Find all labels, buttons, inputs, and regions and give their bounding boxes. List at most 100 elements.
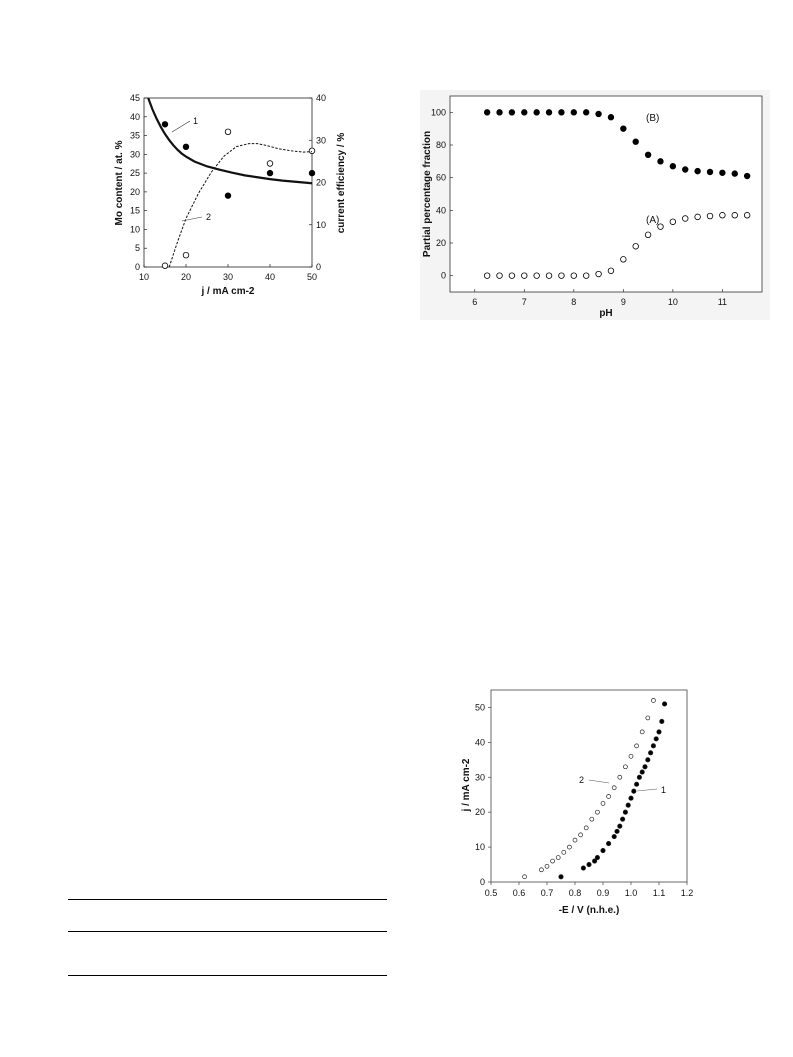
curve-1-point-4	[594, 855, 600, 861]
y-axis-title-2: Partial percentage fraction	[422, 131, 433, 257]
mo-point-3	[266, 169, 274, 177]
x-axis-title-3: -E / V (n.h.e.)	[559, 905, 620, 916]
curve-1-point-1	[580, 865, 586, 871]
curve-2-point-4	[555, 855, 561, 860]
y-tick-label-0: 0	[480, 877, 485, 887]
curve-1-point-19	[645, 757, 651, 763]
curve-2-point-9	[583, 825, 589, 831]
x-axis-title-1: j / mA cm-2	[201, 286, 255, 297]
x-tick-label-4: 0.9	[597, 888, 610, 898]
curve-1-point-16	[636, 774, 642, 780]
mo-point-0	[161, 121, 169, 128]
curve-2-point-5	[561, 849, 567, 855]
curve-2-point-15	[617, 774, 623, 780]
curve-2-point-13	[606, 794, 611, 799]
series-b-point-21	[743, 172, 751, 180]
curve-2-point-21	[651, 698, 656, 703]
efficiency-point-1	[182, 251, 190, 259]
curve-1-point-0	[558, 874, 564, 880]
x-tick-label-5: 1.0	[625, 888, 638, 898]
series-b-point-7	[570, 109, 578, 116]
efficiency-point-3	[266, 160, 274, 167]
curve-1-point-3	[592, 858, 598, 864]
y-tick-label-3: 15	[130, 206, 140, 216]
y2-tick-label-4: 40	[316, 93, 326, 103]
curve-2-point-0	[522, 874, 527, 880]
y-tick-label-2: 40	[436, 205, 446, 215]
plot-frame-3	[490, 689, 688, 883]
x-tick-label-0: 10	[139, 272, 149, 282]
curve-1-point-24	[659, 718, 665, 724]
x-tick-label-1: 20	[181, 272, 191, 282]
curve-2-point-19	[639, 729, 645, 735]
curve-1-point-22	[653, 736, 659, 742]
curve-2-point-14	[611, 785, 617, 791]
chart-polarization: 0 10 20 30 40 50 0.5 0.6 0.7 0.8 0.9 1.0 1.1 1.2 -E …	[461, 689, 694, 916]
y2-axis-title-1: current efficiency / %	[336, 133, 347, 234]
y-tick-label-1: 5	[135, 243, 140, 253]
curve-1-point-18	[642, 764, 648, 770]
series-b-point-18	[706, 168, 714, 176]
curve-2-point-8	[578, 832, 583, 838]
x-tick-label-4: 50	[307, 272, 317, 282]
y-axis-title-1: Mo content / at. %	[114, 140, 125, 225]
x-tick-label-2: 30	[223, 272, 233, 282]
curve-1-point-5	[600, 848, 606, 854]
table-rule-middle	[68, 931, 387, 932]
plot-frame-1	[143, 97, 313, 268]
curve-1-point-7	[611, 834, 617, 840]
series-a-point-14	[657, 223, 664, 230]
curve-1-point-2	[586, 861, 592, 868]
curve-1-point-13	[628, 795, 634, 801]
curve-1-point-10	[620, 816, 626, 822]
series-a-point-15	[669, 218, 677, 225]
y-tick-label-1: 20	[436, 238, 446, 248]
curve-2-point-12	[600, 801, 606, 806]
annotation-1: 1	[193, 116, 198, 126]
mo-point-1	[182, 143, 190, 151]
y-tick-label-0: 0	[441, 271, 446, 281]
x-tick-label-3: 40	[265, 272, 275, 282]
series-label-b: (B)	[646, 113, 659, 124]
series-a-point-3	[521, 272, 528, 279]
curve-2-point-1	[539, 867, 544, 873]
fit-curve-2	[168, 143, 312, 267]
series-b-point-3	[521, 109, 528, 116]
plot-frame-2	[449, 95, 763, 293]
series-b-point-12	[632, 138, 639, 145]
y2-tick-label-2: 20	[316, 178, 326, 188]
x-tick-label-7: 1.2	[681, 888, 694, 898]
y-tick-label-3: 30	[475, 772, 485, 782]
series-b-point-1	[496, 109, 503, 116]
y-tick-label-4: 20	[130, 187, 140, 197]
x-tick-label-5: 11	[718, 297, 727, 307]
x-axis-title-2: pH	[599, 308, 612, 319]
series-b-point-9	[595, 110, 602, 118]
series-b-point-16	[682, 166, 689, 173]
series-b-point-20	[731, 170, 738, 177]
y-tick-label-4: 40	[475, 737, 485, 747]
chart-partial-fraction: 0 20 40 60 80 100 6 7 8 9 10 11 pH Partial percent…	[420, 90, 770, 320]
series-a-point-6	[558, 272, 565, 279]
series-a-point-11	[620, 256, 627, 263]
series-a-point-13	[644, 231, 652, 239]
series-a-point-10	[607, 267, 615, 274]
curve-1-point-14	[631, 788, 637, 794]
x-tick-label-2: 8	[571, 297, 576, 307]
y-tick-label-0: 0	[135, 262, 140, 272]
curve-1-point-6	[606, 841, 612, 847]
y-tick-label-4: 80	[436, 140, 446, 150]
curve-1-point-23	[656, 729, 662, 735]
x-tick-label-2: 0.7	[541, 888, 554, 898]
x-tick-label-1: 7	[522, 297, 527, 307]
curve-1-point-25	[662, 701, 668, 707]
y2-tick-label-0: 0	[316, 262, 321, 272]
series-b-point-0	[483, 109, 491, 116]
y-tick-label-8: 40	[130, 112, 140, 122]
y-tick-label-3: 60	[436, 173, 446, 183]
series-b-point-19	[719, 169, 726, 176]
x-tick-label-0: 0.5	[485, 888, 498, 898]
curve-2-point-6	[567, 844, 572, 850]
